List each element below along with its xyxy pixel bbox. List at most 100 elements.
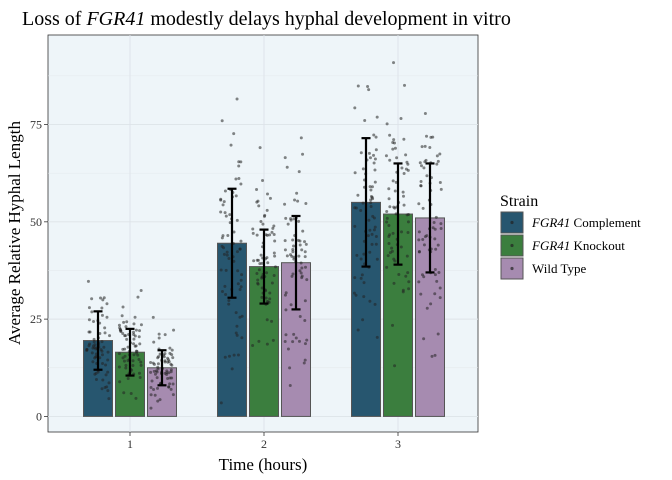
- data-point: [303, 240, 307, 244]
- data-point: [93, 372, 97, 376]
- data-point: [359, 151, 363, 155]
- data-point: [256, 258, 260, 262]
- data-point: [356, 193, 360, 197]
- data-point: [107, 397, 111, 401]
- data-point: [123, 334, 127, 338]
- data-point: [291, 340, 295, 344]
- data-point: [303, 250, 307, 254]
- data-point: [433, 273, 437, 277]
- data-point: [166, 356, 170, 360]
- data-point: [291, 250, 295, 254]
- data-point: [421, 237, 425, 241]
- data-point: [406, 271, 410, 275]
- data-point: [422, 337, 426, 341]
- data-point: [436, 159, 440, 163]
- data-point: [270, 319, 274, 323]
- data-point: [417, 230, 421, 234]
- data-point: [301, 229, 305, 233]
- data-point: [257, 268, 261, 272]
- data-point: [370, 185, 374, 189]
- data-point: [165, 369, 169, 373]
- data-point: [129, 391, 133, 395]
- data-point: [439, 222, 443, 226]
- data-point: [134, 328, 138, 332]
- data-point: [372, 161, 376, 165]
- data-point: [298, 243, 302, 247]
- data-point: [272, 232, 276, 236]
- data-point: [273, 254, 277, 258]
- data-point: [131, 364, 135, 368]
- data-point: [152, 388, 156, 392]
- data-point: [419, 164, 423, 168]
- data-point: [434, 247, 438, 251]
- data-point: [284, 308, 288, 312]
- data-point: [367, 151, 371, 155]
- data-point: [230, 367, 234, 371]
- data-point: [87, 318, 91, 322]
- data-point: [406, 162, 410, 166]
- data-point: [227, 302, 231, 306]
- data-point: [106, 350, 110, 354]
- data-point: [407, 213, 411, 217]
- data-point: [255, 233, 259, 237]
- data-point: [94, 347, 98, 351]
- data-point: [402, 194, 406, 198]
- data-point: [139, 363, 143, 367]
- data-point: [373, 302, 377, 306]
- data-point: [149, 360, 153, 364]
- data-point: [133, 315, 137, 319]
- data-point: [372, 228, 376, 232]
- data-point: [132, 353, 136, 357]
- data-point: [251, 344, 255, 348]
- data-point: [106, 389, 110, 393]
- data-point: [138, 342, 142, 346]
- data-point: [238, 315, 242, 319]
- data-point: [298, 239, 302, 243]
- data-point: [400, 166, 404, 170]
- data-point: [227, 299, 231, 303]
- data-point: [100, 306, 104, 310]
- data-point: [407, 280, 411, 284]
- data-point: [419, 180, 423, 184]
- data-point: [235, 97, 239, 101]
- data-point: [359, 257, 363, 261]
- data-point: [438, 152, 442, 156]
- data-point: [283, 293, 287, 297]
- data-point: [251, 231, 255, 235]
- data-point: [421, 206, 425, 210]
- y-tick-label: 0: [36, 409, 42, 423]
- data-point: [397, 273, 401, 277]
- data-point: [391, 179, 395, 183]
- data-point: [239, 182, 243, 186]
- data-point: [222, 252, 226, 256]
- data-point: [100, 340, 104, 344]
- data-point: [235, 333, 239, 337]
- data-point: [255, 272, 259, 276]
- y-tick-label: 25: [30, 312, 42, 326]
- data-point: [420, 145, 424, 149]
- data-point: [149, 370, 153, 374]
- data-point: [121, 356, 125, 360]
- legend-point: [510, 220, 514, 225]
- y-tick-label: 50: [30, 215, 42, 229]
- legend: Strain FGR41 Complement FGR41 Knockout Wild…: [500, 193, 641, 280]
- data-point: [232, 230, 236, 234]
- data-point: [393, 364, 397, 368]
- data-point: [105, 302, 109, 306]
- data-point: [167, 385, 171, 389]
- data-point: [391, 141, 395, 145]
- data-point: [303, 255, 307, 259]
- data-point: [232, 132, 236, 136]
- data-point: [158, 352, 162, 356]
- data-point: [151, 315, 155, 319]
- data-point: [225, 250, 229, 254]
- data-point: [425, 174, 429, 178]
- x-tick-label: 3: [395, 437, 401, 451]
- data-point: [237, 177, 241, 181]
- data-point: [372, 133, 376, 137]
- data-point: [220, 244, 224, 248]
- data-point: [224, 268, 228, 272]
- legend-point: [510, 266, 514, 271]
- data-point: [264, 296, 268, 300]
- data-point: [124, 325, 128, 329]
